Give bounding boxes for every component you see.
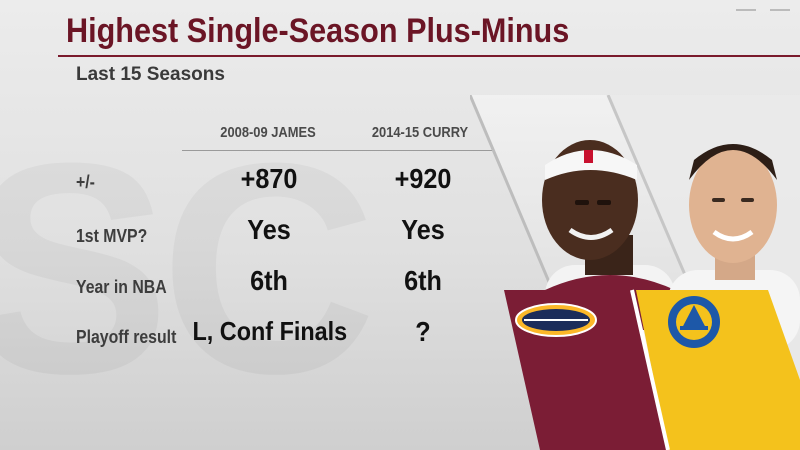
title-underline <box>58 55 800 57</box>
menu-bar-icon-2 <box>770 9 790 11</box>
cell-james-playoff: L, Conf Finals <box>192 316 348 346</box>
cell-curry-playoff: ? <box>415 316 431 347</box>
warriors-logo <box>664 292 724 352</box>
cell-curry-plus-minus: +920 <box>394 163 452 194</box>
player-panel <box>470 95 800 450</box>
column-header-curry: 2014-15 CURRY <box>371 124 469 141</box>
cell-james-mvp: Yes <box>247 214 291 245</box>
page-subtitle: Last 15 Seasons <box>76 64 225 85</box>
cell-curry-year: 6th <box>404 265 442 296</box>
row-label-first-mvp: 1st MVP? <box>76 226 148 246</box>
cell-curry-mvp: Yes <box>401 214 445 245</box>
column-header-james: 2008-09 JAMES <box>220 124 316 141</box>
row-label-plus-minus: +/- <box>76 172 95 192</box>
header-divider <box>182 150 494 151</box>
page-title: Highest Single-Season Plus-Minus <box>66 12 570 50</box>
menu-bar-icon <box>736 9 756 11</box>
row-label-year-in-nba: Year in NBA <box>76 277 167 297</box>
cell-james-plus-minus: +870 <box>240 163 298 194</box>
cavaliers-logo <box>515 303 597 337</box>
row-label-playoff-result: Playoff result <box>76 327 177 347</box>
cell-james-year: 6th <box>250 265 288 296</box>
